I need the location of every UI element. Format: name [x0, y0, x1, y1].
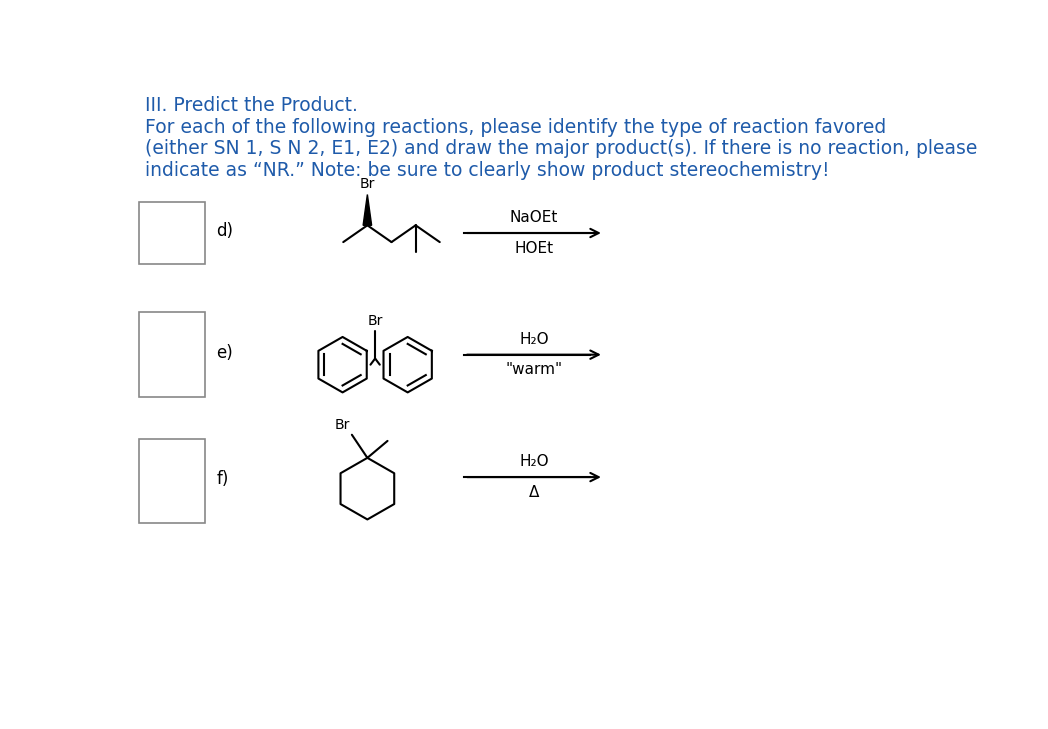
Text: HOEt: HOEt [515, 241, 553, 256]
Text: "warm": "warm" [505, 362, 563, 378]
Text: Δ: Δ [529, 485, 539, 500]
Text: NaOEt: NaOEt [509, 210, 559, 225]
Text: f): f) [216, 470, 228, 488]
Text: Br: Br [334, 418, 350, 432]
Text: indicate as “NR.” Note: be sure to clearly show product stereochemistry!: indicate as “NR.” Note: be sure to clear… [145, 160, 830, 179]
Text: III. Predict the Product.: III. Predict the Product. [145, 96, 357, 115]
Text: Br: Br [359, 177, 375, 192]
Text: e): e) [216, 344, 233, 362]
Text: H₂O: H₂O [519, 332, 549, 347]
Text: d): d) [216, 222, 234, 241]
Polygon shape [363, 195, 372, 225]
Bar [138, 202, 204, 264]
Text: Br: Br [368, 313, 383, 328]
Bar [138, 439, 204, 523]
Text: (either SN 1, S N 2, E1, E2) and draw the major product(s). If there is no react: (either SN 1, S N 2, E1, E2) and draw th… [145, 139, 978, 158]
Bar [138, 312, 204, 397]
Text: H₂O: H₂O [519, 454, 549, 469]
Text: For each of the following reactions, please identify the type of reaction favore: For each of the following reactions, ple… [145, 117, 887, 136]
